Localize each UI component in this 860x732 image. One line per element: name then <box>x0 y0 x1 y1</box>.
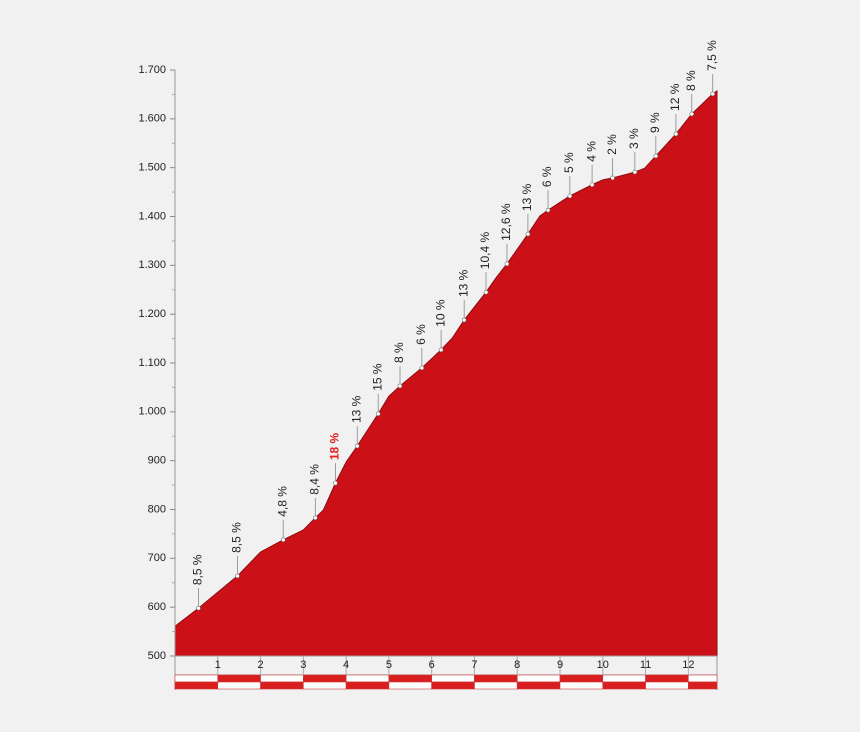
annotation-marker <box>653 153 659 159</box>
y-tick-label: 800 <box>148 503 166 515</box>
x-tick-label: 2 <box>257 659 263 671</box>
annotation-marker <box>632 169 638 175</box>
annotation-label: 8,4 % <box>307 464 321 495</box>
y-tick-label: 1.200 <box>138 308 166 320</box>
x-tick-label: 7 <box>471 659 477 671</box>
annotation-marker <box>710 91 716 97</box>
annotation-label: 6 % <box>540 166 554 187</box>
annotation-marker <box>545 207 551 213</box>
km-strip <box>303 674 347 683</box>
annotation-label: 13 % <box>456 269 470 297</box>
x-tick-label: 5 <box>386 659 392 671</box>
annotation-marker <box>483 289 489 295</box>
annotation-label: 4 % <box>584 141 598 162</box>
annotation-label: 4,8 % <box>275 486 289 517</box>
annotation-marker <box>419 365 425 371</box>
elevation-area <box>174 90 718 657</box>
annotation-label: 13 % <box>349 395 363 423</box>
annotation-label: 10 % <box>433 299 447 327</box>
annotation-label: 8,5 % <box>230 522 244 553</box>
y-tick-label: 1.600 <box>138 113 166 125</box>
y-tick-label: 1.000 <box>138 406 166 418</box>
x-tick-label: 12 <box>682 659 694 671</box>
annotation-marker <box>354 443 360 449</box>
x-tick-label: 11 <box>640 659 651 671</box>
y-tick-label: 900 <box>148 455 166 467</box>
annotation-marker <box>589 182 595 188</box>
x-tick-label: 1 <box>215 659 221 671</box>
annotation-marker <box>689 111 695 117</box>
km-strip <box>645 674 689 683</box>
km-strip <box>559 681 604 690</box>
km-strip <box>645 681 689 690</box>
annotation-label: 15 % <box>370 363 384 391</box>
km-strip <box>688 674 718 683</box>
x-tick-label: 3 <box>300 659 306 671</box>
annotation-marker <box>375 411 381 417</box>
km-strip <box>516 681 561 690</box>
km-strip <box>431 674 475 683</box>
km-strip <box>602 681 646 690</box>
annotation-marker <box>196 605 201 611</box>
annotation-marker <box>438 347 444 353</box>
x-tick-label: 10 <box>597 659 609 671</box>
km-strip <box>174 681 219 690</box>
y-tick-label: 600 <box>148 601 166 613</box>
y-tick-label: 1.100 <box>138 357 166 369</box>
x-tick-label: 4 <box>343 659 349 671</box>
km-strip <box>474 681 518 690</box>
km-strip <box>217 674 261 683</box>
km-strip <box>260 681 304 690</box>
km-strip <box>345 674 390 683</box>
annotation-label: 8 % <box>392 342 406 363</box>
annotation-label: 2 % <box>605 134 619 155</box>
annotation-marker <box>333 480 338 486</box>
annotation-marker <box>280 537 286 543</box>
annotation-marker <box>610 175 615 181</box>
annotation-marker <box>504 261 510 267</box>
km-strip <box>303 681 347 690</box>
annotation-marker <box>567 193 573 199</box>
y-tick-label: 1.400 <box>138 210 166 222</box>
annotation-marker <box>397 383 403 389</box>
annotation-marker <box>461 317 467 323</box>
km-strip <box>474 674 518 683</box>
y-tick-label: 700 <box>148 552 166 564</box>
annotation-label: 8,5 % <box>191 554 205 585</box>
annotation-label: 6 % <box>414 324 428 345</box>
x-tick-label: 9 <box>557 659 563 671</box>
km-strip <box>602 674 646 683</box>
annotation-marker <box>525 231 531 237</box>
y-tick-label: 500 <box>148 650 166 662</box>
km-strip <box>345 681 390 690</box>
km-strip <box>431 681 475 690</box>
y-tick-label: 1.500 <box>138 162 166 174</box>
annotation-label: 8 % <box>684 70 698 91</box>
annotation-label: 13 % <box>520 183 534 211</box>
annotation-label: 12,6 % <box>499 203 513 241</box>
annotation-label: 5 % <box>562 152 576 173</box>
km-strip <box>260 674 304 683</box>
annotation-marker <box>313 515 318 521</box>
y-tick-label: 1.700 <box>138 64 166 76</box>
km-strip <box>559 674 604 683</box>
km-strip <box>388 674 432 683</box>
x-tick-label: 6 <box>429 659 435 671</box>
km-strip <box>688 681 718 690</box>
annotation-label: 12 % <box>668 83 682 111</box>
y-tick-label: 1.300 <box>138 259 166 271</box>
km-strip <box>174 674 219 683</box>
annotation-label: 18 % <box>328 432 342 460</box>
annotation-label: 7,5 % <box>705 40 719 71</box>
annotation-label: 9 % <box>648 112 662 133</box>
annotation-label: 10,4 % <box>478 232 492 270</box>
km-strip <box>217 681 261 690</box>
x-tick-label: 8 <box>514 659 520 671</box>
annotation-label: 3 % <box>627 128 641 149</box>
annotation-marker <box>673 131 679 137</box>
annotation-marker <box>235 573 240 579</box>
km-strip <box>388 681 432 690</box>
km-strip <box>516 674 561 683</box>
